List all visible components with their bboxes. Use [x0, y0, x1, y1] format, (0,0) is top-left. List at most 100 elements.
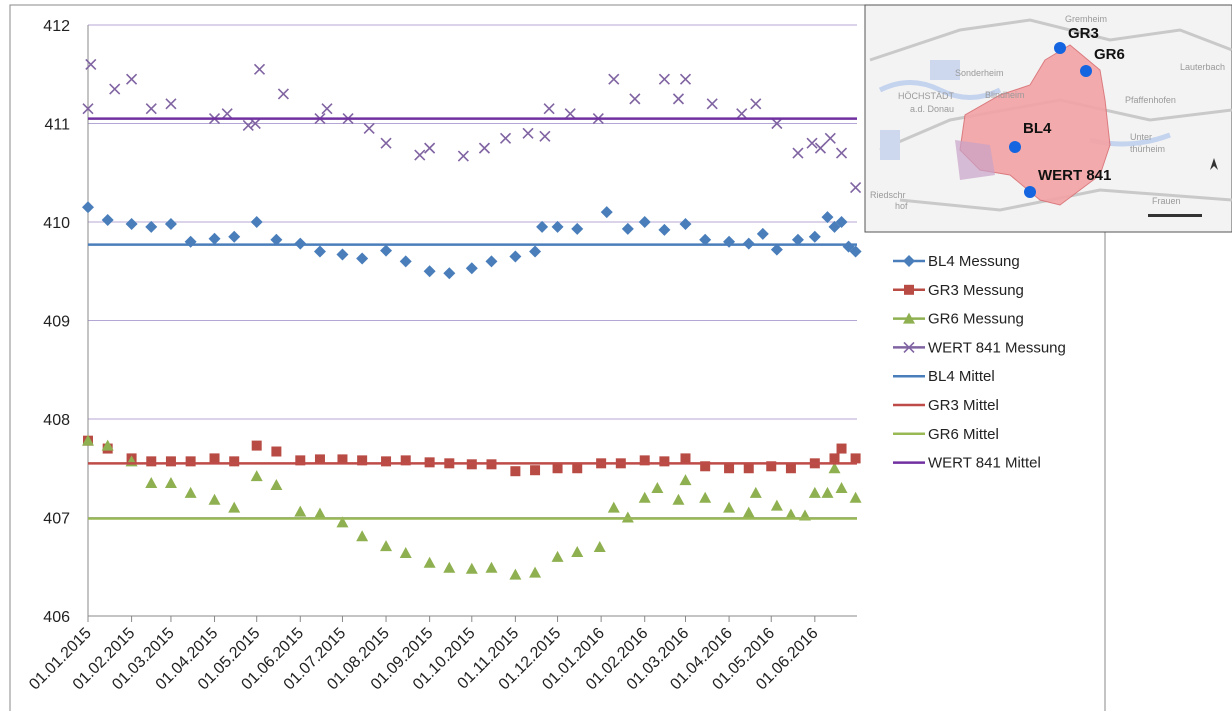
legend-label: WERT 841 Messung [928, 339, 1066, 356]
marker [466, 563, 478, 574]
marker [255, 64, 265, 74]
map-place-label: Pfaffenhofen [1125, 95, 1176, 105]
marker [466, 262, 478, 274]
map-point-label: BL4 [1023, 120, 1052, 137]
marker [380, 540, 392, 551]
map-place-label: Riedschr [870, 190, 906, 200]
marker [609, 74, 619, 84]
marker [166, 99, 176, 109]
marker [186, 456, 196, 466]
marker [540, 131, 550, 141]
plot-area: 40640740840941041141201.01.201501.02.201… [26, 18, 861, 693]
marker [146, 456, 156, 466]
marker [851, 453, 861, 463]
marker [314, 508, 326, 519]
map-place-label: HÖCHSTÄDT [898, 91, 955, 101]
marker [837, 148, 847, 158]
marker [336, 249, 348, 261]
scale-bar [1148, 214, 1202, 217]
chart: 40640740840941041141201.01.201501.02.201… [0, 0, 1232, 711]
marker [771, 500, 783, 511]
marker [601, 206, 613, 218]
marker [744, 463, 754, 473]
marker [723, 502, 735, 513]
marker [757, 228, 769, 240]
marker [850, 492, 862, 503]
marker [243, 120, 253, 130]
marker [165, 218, 177, 230]
marker [400, 547, 412, 558]
marker [322, 104, 332, 114]
marker [639, 216, 651, 228]
marker [479, 143, 489, 153]
marker [608, 502, 620, 513]
marker [594, 541, 606, 552]
map-point [1024, 186, 1036, 198]
marker [743, 507, 755, 518]
marker [400, 255, 412, 267]
marker [622, 223, 634, 235]
map-point [1080, 65, 1092, 77]
y-tick-label: 407 [43, 511, 70, 528]
marker [146, 104, 156, 114]
marker [229, 456, 239, 466]
marker [425, 143, 435, 153]
marker [571, 223, 583, 235]
marker [165, 477, 177, 488]
marker [210, 453, 220, 463]
marker [251, 470, 263, 481]
map-place-label: Frauen [1152, 196, 1181, 206]
marker [86, 59, 96, 69]
marker [673, 94, 683, 104]
marker [809, 487, 821, 498]
marker [737, 109, 747, 119]
marker [252, 441, 262, 451]
marker [851, 183, 861, 193]
marker [501, 133, 511, 143]
map-place-label: hof [895, 201, 908, 211]
map-place-label: Unter [1130, 132, 1152, 142]
marker [126, 218, 138, 230]
marker [278, 89, 288, 99]
marker [707, 99, 717, 109]
marker [572, 463, 582, 473]
marker [529, 246, 541, 258]
marker [679, 218, 691, 230]
marker [751, 99, 761, 109]
marker [659, 74, 669, 84]
marker [380, 245, 392, 257]
marker [571, 546, 583, 557]
marker [102, 214, 114, 226]
map-point [1009, 141, 1021, 153]
map-point-label: GR6 [1094, 46, 1125, 63]
marker [228, 231, 240, 243]
marker [630, 94, 640, 104]
marker [904, 285, 914, 295]
map-point [1054, 42, 1066, 54]
marker [356, 530, 368, 541]
legend-label: GR3 Messung [928, 282, 1024, 299]
map-place-label: Blindheim [985, 90, 1025, 100]
map-place-label: Lauterbach [1180, 62, 1225, 72]
map-inset: GR3GR6BL4WERT 841BlindheimSonderheimHÖCH… [865, 5, 1232, 232]
marker [424, 265, 436, 277]
marker [680, 74, 690, 84]
marker [294, 506, 306, 517]
marker [679, 474, 691, 485]
legend: BL4 MessungGR3 MessungGR6 MessungWERT 84… [893, 253, 1066, 472]
marker [544, 104, 554, 114]
marker [381, 138, 391, 148]
marker [821, 487, 833, 498]
map-point-label: GR3 [1068, 25, 1099, 42]
marker [251, 216, 263, 228]
marker [145, 221, 157, 233]
marker [553, 463, 563, 473]
legend-label: GR6 Mittel [928, 426, 999, 443]
legend-label: BL4 Mittel [928, 368, 995, 385]
marker [424, 557, 436, 568]
marker [830, 453, 840, 463]
marker [443, 267, 455, 279]
marker [651, 482, 663, 493]
legend-label: GR6 Messung [928, 311, 1024, 328]
y-tick-label: 411 [44, 117, 70, 134]
